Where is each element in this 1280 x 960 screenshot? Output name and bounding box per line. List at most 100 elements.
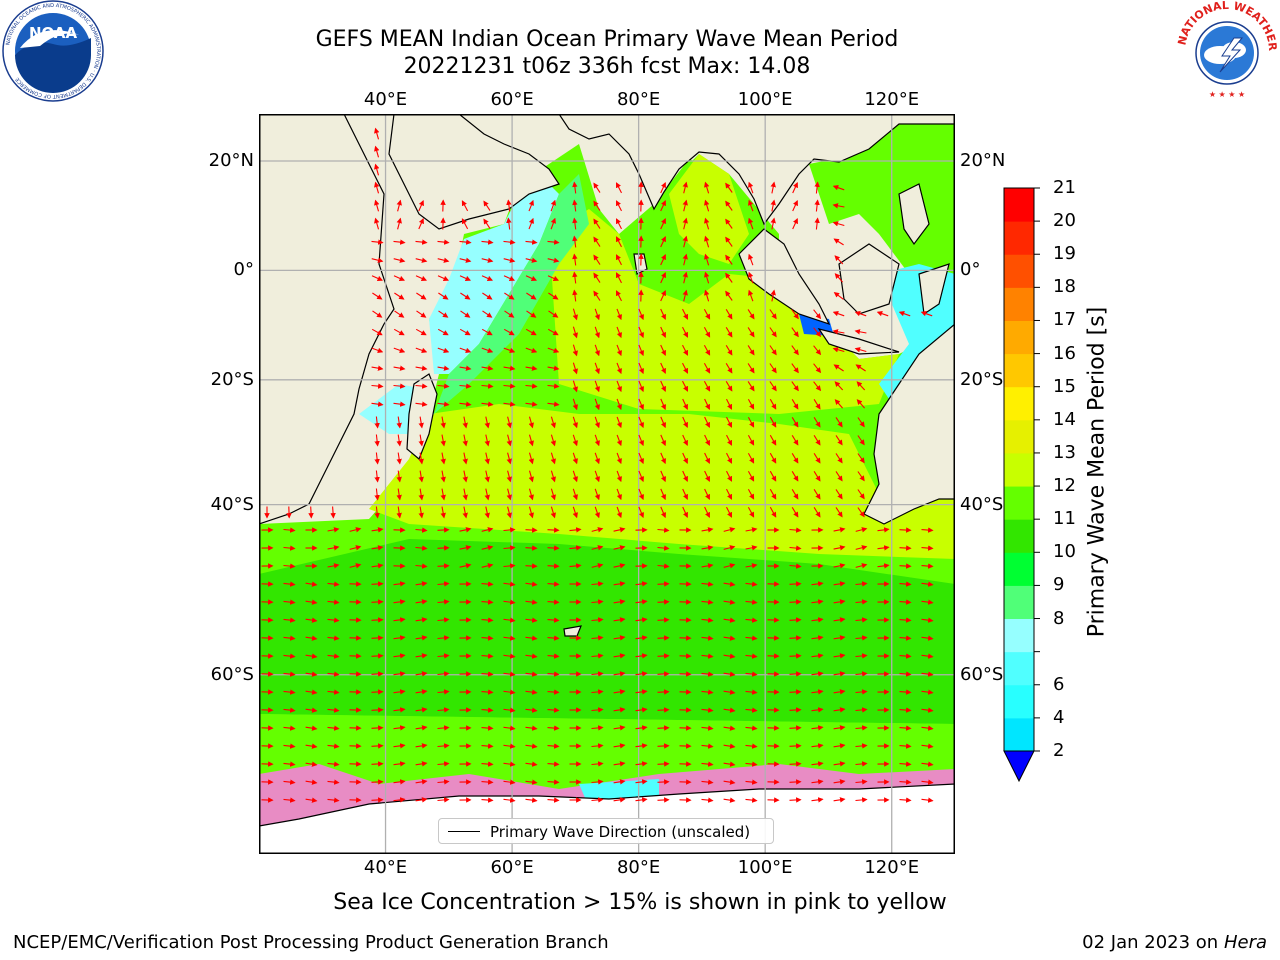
colorbar-segment-6 bbox=[1004, 519, 1034, 553]
wave-arrow bbox=[855, 779, 868, 785]
colorbar-segment-5 bbox=[1004, 552, 1034, 586]
wave-arrow bbox=[525, 797, 538, 803]
wave-arrow bbox=[525, 671, 538, 677]
wave-arrow bbox=[481, 689, 494, 695]
wave-arrow bbox=[723, 545, 736, 551]
wave-arrow bbox=[657, 779, 670, 785]
wave-arrow bbox=[638, 506, 644, 519]
wave-arrow bbox=[591, 725, 604, 731]
wave-arrow bbox=[747, 434, 755, 446]
wave-arrow bbox=[769, 506, 777, 518]
wave-arrow bbox=[569, 563, 582, 569]
wave-arrow bbox=[701, 563, 714, 569]
wave-arrow bbox=[877, 545, 890, 551]
wave-arrow bbox=[791, 327, 799, 338]
wave-arrow bbox=[547, 725, 560, 731]
map-legend: Primary Wave Direction (unscaled) bbox=[438, 818, 774, 844]
colorbar-label-16: 20 bbox=[1053, 210, 1076, 232]
wave-arrow bbox=[769, 381, 777, 392]
wave-arrow bbox=[440, 434, 446, 447]
wave-arrow bbox=[701, 707, 714, 713]
wave-arrow bbox=[349, 527, 362, 533]
wave-arrow bbox=[747, 327, 755, 338]
legend-label: Primary Wave Direction (unscaled) bbox=[490, 823, 751, 841]
lat-right-label-3: 40°S bbox=[960, 493, 1004, 515]
wave-arrow bbox=[660, 398, 666, 411]
wave-arrow bbox=[701, 725, 714, 731]
wave-arrow bbox=[572, 271, 578, 284]
wave-arrow bbox=[437, 653, 450, 659]
wave-arrow bbox=[813, 453, 821, 464]
lon-top-label-0: 40°E bbox=[363, 89, 408, 110]
wave-arrow bbox=[835, 507, 843, 518]
wave-arrow bbox=[857, 417, 865, 428]
wave-arrow bbox=[747, 309, 755, 320]
wave-arrow bbox=[921, 725, 934, 731]
wave-arrow bbox=[481, 365, 494, 371]
wave-arrow bbox=[789, 617, 802, 623]
wave-arrow bbox=[616, 272, 622, 284]
wave-arrow bbox=[547, 707, 560, 713]
wave-arrow bbox=[594, 488, 600, 501]
wave-arrow bbox=[283, 527, 296, 533]
wave-arrow bbox=[438, 310, 449, 318]
wave-arrow bbox=[593, 182, 601, 193]
wave-arrow bbox=[834, 399, 844, 409]
wave-arrow bbox=[371, 401, 384, 407]
wave-arrow bbox=[593, 272, 601, 283]
wave-arrow bbox=[327, 707, 340, 713]
lat-left-label-0: 20°N bbox=[208, 149, 254, 171]
wave-arrow bbox=[572, 452, 578, 465]
colorbar-label-0: 2 bbox=[1053, 740, 1065, 761]
wave-arrow bbox=[789, 653, 802, 659]
wave-arrow bbox=[769, 434, 777, 446]
wave-arrow bbox=[789, 725, 802, 731]
wave-arrow bbox=[745, 635, 758, 641]
colorbar-label-5: 9 bbox=[1053, 574, 1065, 596]
wave-arrow bbox=[704, 235, 710, 248]
wave-arrow bbox=[701, 689, 714, 695]
noaa-logo-icon: NATIONAL OCEANIC AND ATMOSPHERIC ADMINIS… bbox=[2, 0, 104, 102]
wave-arrow bbox=[701, 581, 714, 587]
wave-arrow bbox=[660, 254, 666, 266]
wave-arrow bbox=[660, 380, 666, 392]
wave-arrow bbox=[616, 182, 622, 194]
nws-logo-icon: NATIONAL WEATHER SERVICE ★ ★ ★ ★ bbox=[1176, 0, 1278, 100]
wave-arrow bbox=[616, 218, 622, 230]
wave-arrow bbox=[613, 545, 626, 551]
wave-arrow bbox=[789, 671, 802, 677]
wave-arrow bbox=[723, 635, 736, 641]
wave-arrow bbox=[547, 527, 560, 533]
wave-arrow bbox=[748, 217, 754, 230]
wave-arrow bbox=[660, 182, 666, 194]
wave-arrow bbox=[613, 797, 626, 803]
wave-arrow bbox=[616, 470, 622, 483]
wave-arrow bbox=[877, 527, 890, 533]
wave-arrow bbox=[283, 599, 296, 605]
wave-arrow bbox=[857, 489, 865, 500]
wave-arrow bbox=[723, 563, 736, 569]
wave-arrow bbox=[591, 689, 604, 695]
wave-arrow bbox=[525, 275, 538, 281]
colorbar-label-17: 21 bbox=[1053, 177, 1076, 198]
wave-arrow bbox=[481, 239, 494, 245]
wave-arrow bbox=[481, 581, 494, 587]
wave-arrow bbox=[547, 599, 560, 605]
wave-arrow bbox=[835, 435, 843, 446]
wave-arrow bbox=[660, 308, 666, 320]
wave-arrow bbox=[723, 617, 736, 623]
wave-arrow bbox=[528, 506, 534, 519]
wave-arrow bbox=[591, 581, 604, 587]
wave-arrow bbox=[594, 362, 600, 375]
wave-arrow bbox=[682, 326, 688, 338]
wave-arrow bbox=[682, 199, 688, 212]
wave-arrow bbox=[723, 527, 736, 533]
wave-arrow bbox=[305, 671, 318, 677]
wave-arrow bbox=[415, 257, 428, 263]
wave-arrow bbox=[462, 434, 468, 447]
wave-arrow bbox=[613, 581, 626, 587]
wave-arrow bbox=[638, 308, 644, 321]
wave-arrow bbox=[528, 434, 534, 447]
wave-arrow bbox=[572, 470, 578, 483]
wave-arrow bbox=[747, 398, 755, 410]
